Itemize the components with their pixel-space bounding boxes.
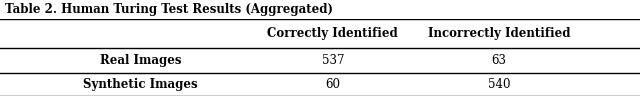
Text: 540: 540 (488, 78, 511, 91)
Text: 537: 537 (321, 54, 344, 67)
Text: Synthetic Images: Synthetic Images (83, 78, 198, 91)
Text: Real Images: Real Images (100, 54, 182, 67)
Text: 63: 63 (492, 54, 507, 67)
Text: Incorrectly Identified: Incorrectly Identified (428, 27, 570, 40)
Text: Correctly Identified: Correctly Identified (268, 27, 398, 40)
Text: 60: 60 (325, 78, 340, 91)
Text: Table 2. Human Turing Test Results (Aggregated): Table 2. Human Turing Test Results (Aggr… (5, 3, 333, 16)
